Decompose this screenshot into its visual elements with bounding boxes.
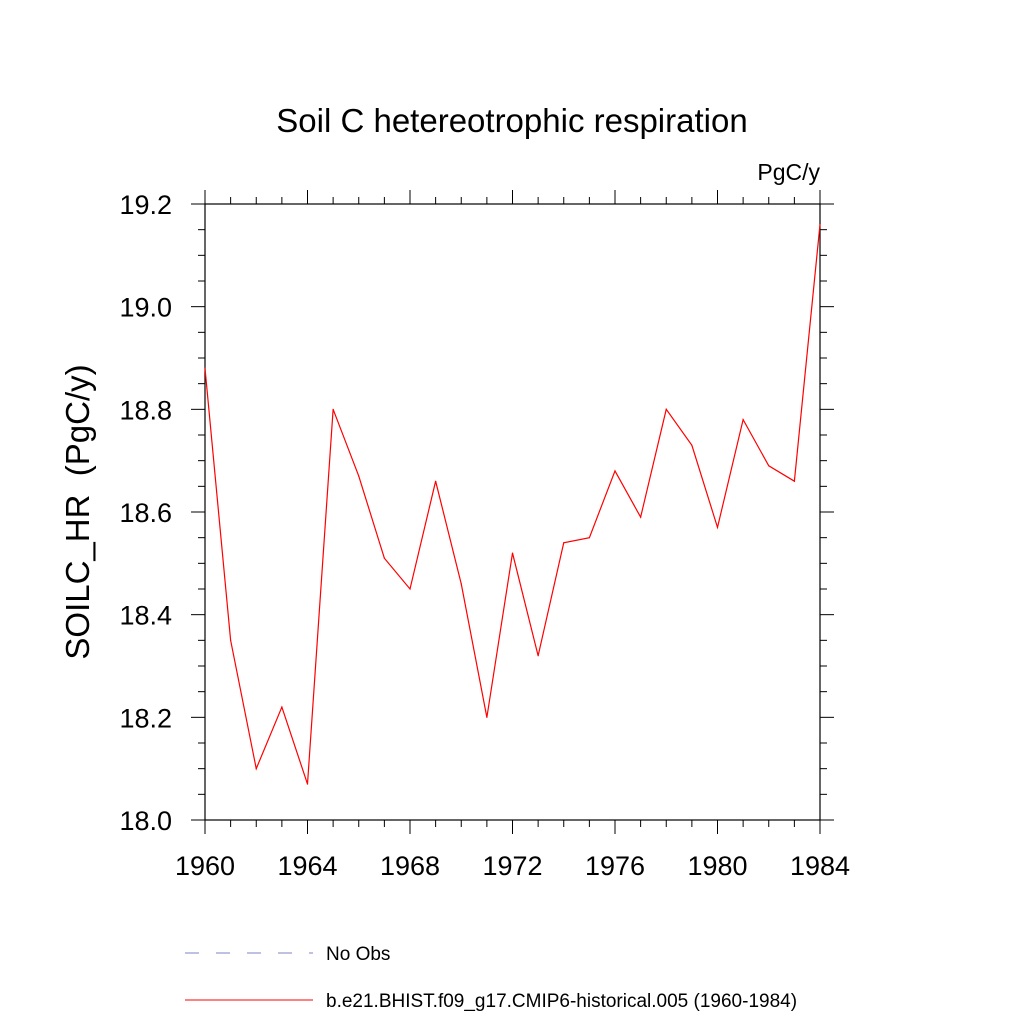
data-point (537, 655, 539, 657)
data-point (230, 639, 232, 641)
data-point (358, 475, 360, 477)
x-tick-label: 1964 (277, 851, 337, 881)
data-point (511, 552, 514, 554)
x-tick-label: 1980 (687, 851, 747, 881)
y-tick-label: 18.6 (119, 498, 172, 528)
data-point (588, 537, 590, 539)
series-line (204, 224, 821, 785)
data-point (563, 542, 565, 544)
data-point (742, 419, 744, 421)
legend-label: b.e21.BHIST.f09_g17.CMIP6-historical.005… (326, 991, 797, 1012)
data-point (409, 588, 411, 590)
data-point (819, 223, 821, 226)
legend-label: No Obs (326, 944, 390, 965)
data-point (204, 367, 206, 369)
data-point (460, 583, 462, 585)
data-point (383, 557, 385, 559)
y-tick-label: 18.2 (119, 703, 172, 733)
data-point (281, 706, 283, 708)
y-tick-label: 18.4 (119, 601, 172, 631)
data-point (486, 716, 488, 718)
x-tick-label: 1960 (175, 851, 235, 881)
data-point (614, 470, 616, 472)
data-point (435, 480, 437, 482)
data-point (306, 783, 309, 785)
x-tick-label: 1984 (790, 851, 850, 881)
data-point (716, 526, 719, 529)
y-axis-label: SOILC_HR (PgC/y) (59, 364, 96, 659)
y-tick-label: 19.0 (119, 293, 172, 323)
x-tick-label: 1968 (380, 851, 440, 881)
data-point (691, 444, 693, 446)
y-tick-label: 18.0 (119, 806, 172, 836)
chart-title: Soil C hetereotrophic respiration (276, 102, 747, 139)
data-point (768, 465, 770, 467)
plot-frame (204, 203, 821, 821)
data-point (665, 408, 667, 410)
data-point (793, 480, 795, 482)
data-point (255, 768, 257, 770)
x-tick-label: 1972 (482, 851, 542, 881)
legend: No Obs b.e21.BHIST.f09_g17.CMIP6-historic… (185, 944, 797, 1012)
y-tick-label: 18.8 (119, 395, 172, 425)
data-point (640, 516, 642, 518)
data-point (332, 408, 334, 410)
x-tick-label: 1976 (585, 851, 645, 881)
y-tick-label: 19.2 (119, 190, 172, 220)
plot-area (204, 223, 821, 785)
axes: 1960 1964 1968 1972 1976 1980 1984 18.0 18.2 18.4… (119, 190, 850, 881)
units-label: PgC/y (757, 159, 820, 185)
